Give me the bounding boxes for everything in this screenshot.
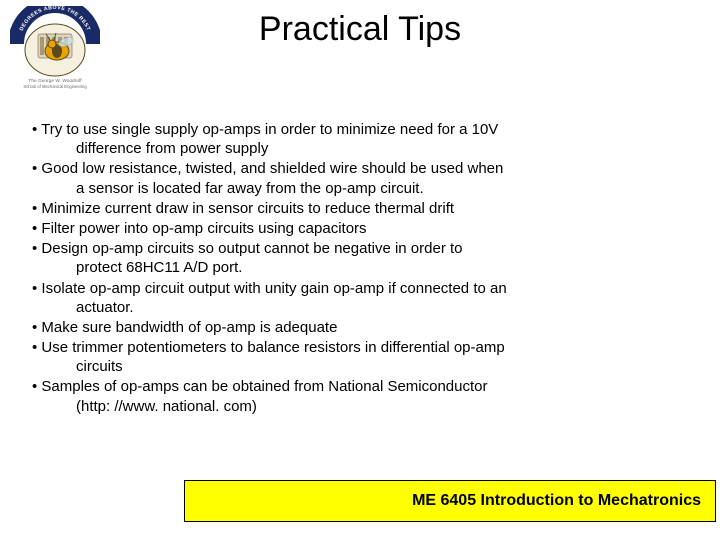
footer-bar: ME 6405 Introduction to Mechatronics: [184, 480, 716, 522]
bullet-item: • Use trimmer potentiometers to balance …: [32, 338, 692, 376]
bullet-continuation-line: (http: //www. national. com): [32, 397, 692, 416]
bullet-item: • Make sure bandwidth of op-amp is adequ…: [32, 318, 692, 337]
bullet-first-line: • Use trimmer potentiometers to balance …: [32, 338, 692, 357]
bullet-item: • Minimize current draw in sensor circui…: [32, 199, 692, 218]
bullet-continuation-line: circuits: [32, 357, 692, 376]
bullet-first-line: • Good low resistance, twisted, and shie…: [32, 159, 692, 178]
footer-text: ME 6405 Introduction to Mechatronics: [412, 492, 701, 510]
bullet-continuation-line: protect 68HC11 A/D port.: [32, 258, 692, 277]
bullet-first-line: • Isolate op-amp circuit output with uni…: [32, 279, 692, 298]
bullet-item: • Design op-amp circuits so output canno…: [32, 239, 692, 277]
bullet-first-line: • Samples of op-amps can be obtained fro…: [32, 377, 692, 396]
bullet-item: • Try to use single supply op-amps in or…: [32, 120, 692, 158]
bullet-continuation-line: actuator.: [32, 298, 692, 317]
bullet-item: • Filter power into op-amp circuits usin…: [32, 219, 692, 238]
bullet-item: • Samples of op-amps can be obtained fro…: [32, 377, 692, 415]
slide-title: Practical Tips: [0, 10, 720, 49]
bullet-first-line: • Design op-amp circuits so output canno…: [32, 239, 692, 258]
bullet-first-line: • Make sure bandwidth of op-amp is adequ…: [32, 318, 692, 337]
bullet-continuation-line: a sensor is located far away from the op…: [32, 179, 692, 198]
bullet-item: • Good low resistance, twisted, and shie…: [32, 159, 692, 197]
bullet-first-line: • Filter power into op-amp circuits usin…: [32, 219, 692, 238]
bullet-continuation-line: difference from power supply: [32, 139, 692, 158]
bullet-first-line: • Try to use single supply op-amps in or…: [32, 120, 692, 139]
bullet-list: • Try to use single supply op-amps in or…: [32, 120, 692, 417]
svg-text:School of Mechanical Engineeri: School of Mechanical Engineering: [23, 84, 87, 89]
bullet-item: • Isolate op-amp circuit output with uni…: [32, 279, 692, 317]
bullet-first-line: • Minimize current draw in sensor circui…: [32, 199, 692, 218]
